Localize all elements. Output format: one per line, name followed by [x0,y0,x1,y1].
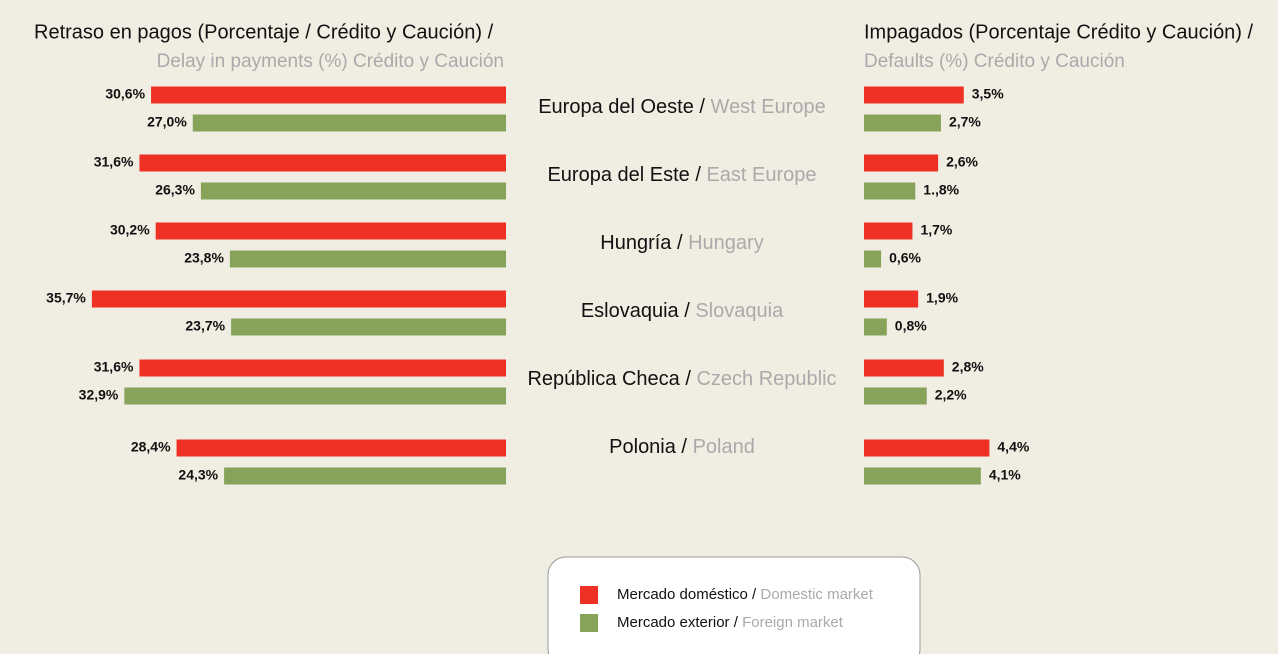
bar [229,250,507,268]
category-label: Europa del Oeste / West Europe [538,96,826,118]
value-label: 3,5% [972,86,1004,102]
category-en: East Europe [706,164,816,186]
bar [864,359,944,377]
bar [864,222,913,240]
value-label: 0,6% [889,250,921,266]
bar [864,387,927,405]
category-en: West Europe [711,96,826,118]
bar [192,114,507,132]
category-en: Slovaquia [695,300,784,322]
bar [231,318,506,336]
bar [151,86,507,104]
value-label: 27,0% [147,114,187,130]
chart-title: Impagados (Porcentaje Crédito y Caución)… [864,21,1254,43]
category-es: Europa del Este / [547,164,701,186]
bar [91,290,506,308]
category-label: República Checa / Czech Republic [527,368,836,390]
bar [139,359,506,377]
chart-subtitle: Defaults (%) Crédito y Caución [864,51,1125,72]
category-es: Hungría / [600,232,683,254]
category-es: Eslovaquia / [581,300,690,322]
value-label: 1,7% [920,222,952,238]
chart-title: Retraso en pagos (Porcentaje / Crédito y… [34,21,494,43]
value-label: 2,7% [949,114,981,130]
value-label: 31,6% [94,359,134,375]
value-label: 28,4% [131,439,171,455]
value-label: 30,2% [110,222,150,238]
value-label: 2,6% [946,154,978,170]
category-en: Hungary [688,232,764,254]
legend-box [547,556,921,654]
category-label: Polonia / Poland [609,436,755,458]
value-label: 31,6% [94,154,134,170]
value-label: 2,2% [935,387,967,403]
category-en: Czech Republic [696,368,836,390]
value-label: 35,7% [46,290,86,306]
category-es: Polonia / [609,436,687,458]
bar [124,387,507,405]
category-label: Europa del Este / East Europe [547,164,816,186]
legend-swatch [580,586,598,604]
bar [200,182,507,200]
bar [864,86,964,104]
category-label: Eslovaquia / Slovaquia [581,300,784,322]
bar [864,290,919,308]
value-label: 26,3% [155,182,195,198]
chart-subtitle: Delay in payments (%) Crédito y Caución [157,51,504,72]
bar [864,467,981,485]
legend-es: Mercado exterior / [617,614,739,631]
bar [864,439,990,457]
value-label: 2,8% [952,359,984,375]
value-label: 0,8% [895,318,927,334]
category-es: Europa del Oeste / [538,96,705,118]
category-en: Poland [693,436,755,458]
bar [155,222,506,240]
value-label: 23,7% [185,318,225,334]
bar [176,439,506,457]
category-es: República Checa / [527,368,691,390]
value-label: 1.,8% [923,182,959,198]
legend-label: Mercado exterior / Foreign market [617,614,844,631]
category-label: Hungría / Hungary [600,232,763,254]
legend-es: Mercado doméstico / [617,586,757,603]
value-label: 32,9% [79,387,119,403]
legend-en: Foreign market [742,614,844,631]
value-label: 30,6% [105,86,145,102]
bar [864,250,882,268]
bar [224,467,506,485]
legend-en: Domestic market [760,586,873,603]
value-label: 4,1% [989,467,1021,483]
value-label: 24,3% [178,467,218,483]
bar [139,154,506,172]
bar [864,114,941,132]
value-label: 4,4% [997,439,1029,455]
bar [864,318,887,336]
legend-swatch [580,614,598,632]
bar [864,154,939,172]
value-label: 1,9% [926,290,958,306]
legend-label: Mercado doméstico / Domestic market [617,586,874,603]
bar [864,182,916,200]
value-label: 23,8% [184,250,224,266]
